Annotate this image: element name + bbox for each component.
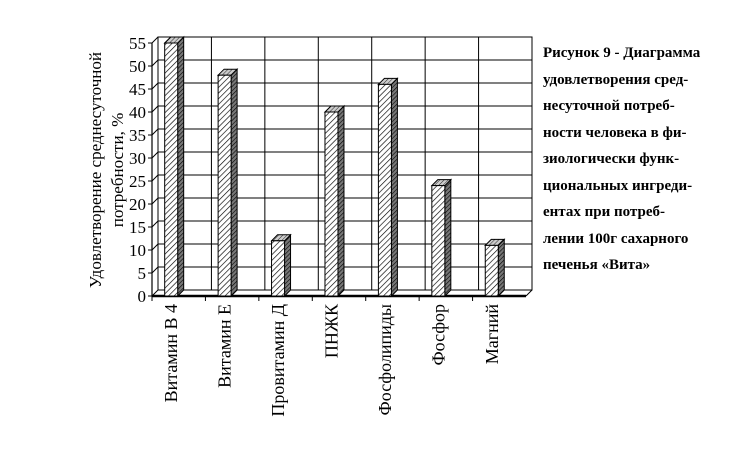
y-tick-label: 40	[129, 103, 146, 122]
y-tick-label: 50	[129, 57, 146, 76]
gridline-side	[151, 128, 159, 136]
y-tick-label: 15	[129, 218, 146, 237]
gridline-side	[151, 243, 159, 251]
y-tick-label: 5	[138, 264, 147, 283]
gridline-side	[151, 266, 159, 274]
gridline-side	[151, 220, 159, 228]
caption-line: удовлетворения сред-	[543, 71, 689, 88]
x-tick-labels: Витамин B 4 Витамин Е Провитамин Д ПНЖК Фосф…	[161, 303, 502, 417]
y-tick-label: 45	[129, 80, 146, 99]
y-tick-label: 10	[129, 241, 146, 260]
x-tick-label: Провитамин Д	[268, 304, 288, 417]
bar-side	[497, 238, 505, 298]
x-tick-label: Витамин B 4	[161, 304, 181, 402]
plot-area	[157, 36, 533, 291]
bar	[271, 240, 286, 297]
bar	[431, 185, 446, 297]
x-tick-label: Витамин Е	[215, 304, 235, 388]
bar-side	[284, 233, 292, 298]
floor-edge	[525, 289, 533, 297]
gridline-side	[151, 197, 159, 205]
gridline-side	[151, 174, 159, 182]
figure-caption: Рисунок 9 - Диаграмма удовлетворения сре…	[543, 40, 728, 279]
bar-side	[230, 67, 238, 298]
gridline-side	[151, 59, 159, 67]
y-tick-labels: 0 5 10 15 20 25 30 35 40 45 50 55	[129, 34, 146, 306]
caption-line: ности человека в фи-	[543, 124, 687, 141]
bars	[163, 35, 506, 298]
y-tick-label: 0	[138, 287, 147, 306]
bar	[484, 244, 499, 297]
bar-side	[177, 35, 185, 298]
bar	[164, 42, 179, 297]
caption-line: ентах при потреб-	[543, 204, 665, 220]
x-tick-label: Магний	[482, 304, 502, 365]
y-tick-label: 20	[129, 195, 146, 214]
y-tick-label: 55	[129, 34, 146, 53]
caption-line: зиологически функ-	[543, 151, 680, 167]
caption-line: лении 100г сахарного	[543, 230, 689, 247]
caption-line: циональных ингреди-	[543, 177, 693, 194]
bar-side	[390, 77, 398, 298]
y-axis-label-container: Удовлетворение среднесуточной потребност…	[72, 20, 142, 320]
x-tick-label: ПНЖК	[321, 303, 341, 358]
caption-line: Рисунок 9 - Диаграмма	[543, 45, 701, 61]
y-tick-label: 30	[129, 149, 146, 168]
gridline-side	[151, 151, 159, 159]
gridline-side	[151, 105, 159, 113]
x-tick-label: Фосфор	[428, 304, 448, 366]
gridline-side	[151, 36, 159, 44]
bar	[377, 83, 392, 297]
bar-side	[444, 178, 452, 298]
axes	[148, 42, 533, 301]
y-tick-label: 35	[129, 126, 146, 145]
x-tick-label: Фосфолипиды	[375, 304, 395, 415]
gridline-side	[151, 82, 159, 90]
bar	[217, 74, 232, 297]
y-tick-label: 25	[129, 172, 146, 191]
bar	[324, 111, 339, 297]
caption-line: несуточной потреб-	[543, 98, 675, 114]
y-axis-label: Удовлетворение среднесуточной потребност…	[86, 52, 127, 288]
caption-line: печенья «Вита»	[543, 257, 651, 273]
bar-side	[337, 104, 345, 298]
